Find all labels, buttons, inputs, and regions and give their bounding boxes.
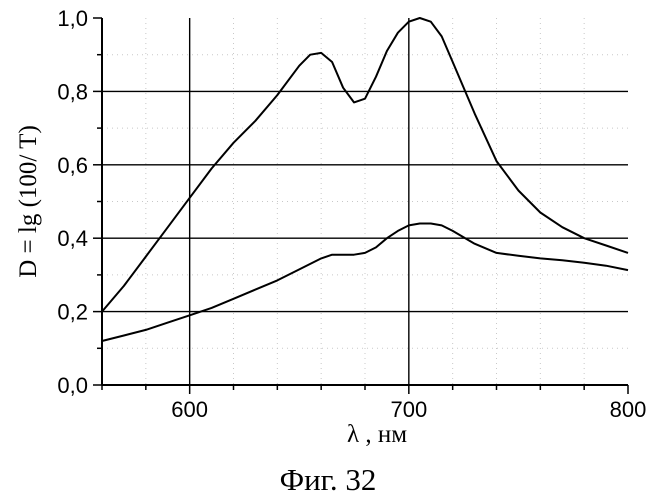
y-tick-label: 0,4 (57, 226, 88, 251)
gridlines (102, 18, 628, 385)
series-group (102, 18, 628, 341)
y-tick-label: 0,0 (57, 373, 88, 398)
y-tick-label: 0,6 (57, 153, 88, 178)
x-tick-label: 700 (390, 397, 427, 422)
x-tick-label: 800 (610, 397, 647, 422)
x-axis-label: λ , нм (347, 421, 407, 448)
figure-caption: Фиг. 32 (280, 462, 377, 497)
y-tick-label: 0,2 (57, 300, 88, 325)
y-tick-label: 0,8 (57, 79, 88, 104)
y-tick-label: 1,0 (57, 6, 88, 31)
y-axis-label: D = lg (100/ T) (15, 125, 42, 278)
x-tick-label: 600 (171, 397, 208, 422)
